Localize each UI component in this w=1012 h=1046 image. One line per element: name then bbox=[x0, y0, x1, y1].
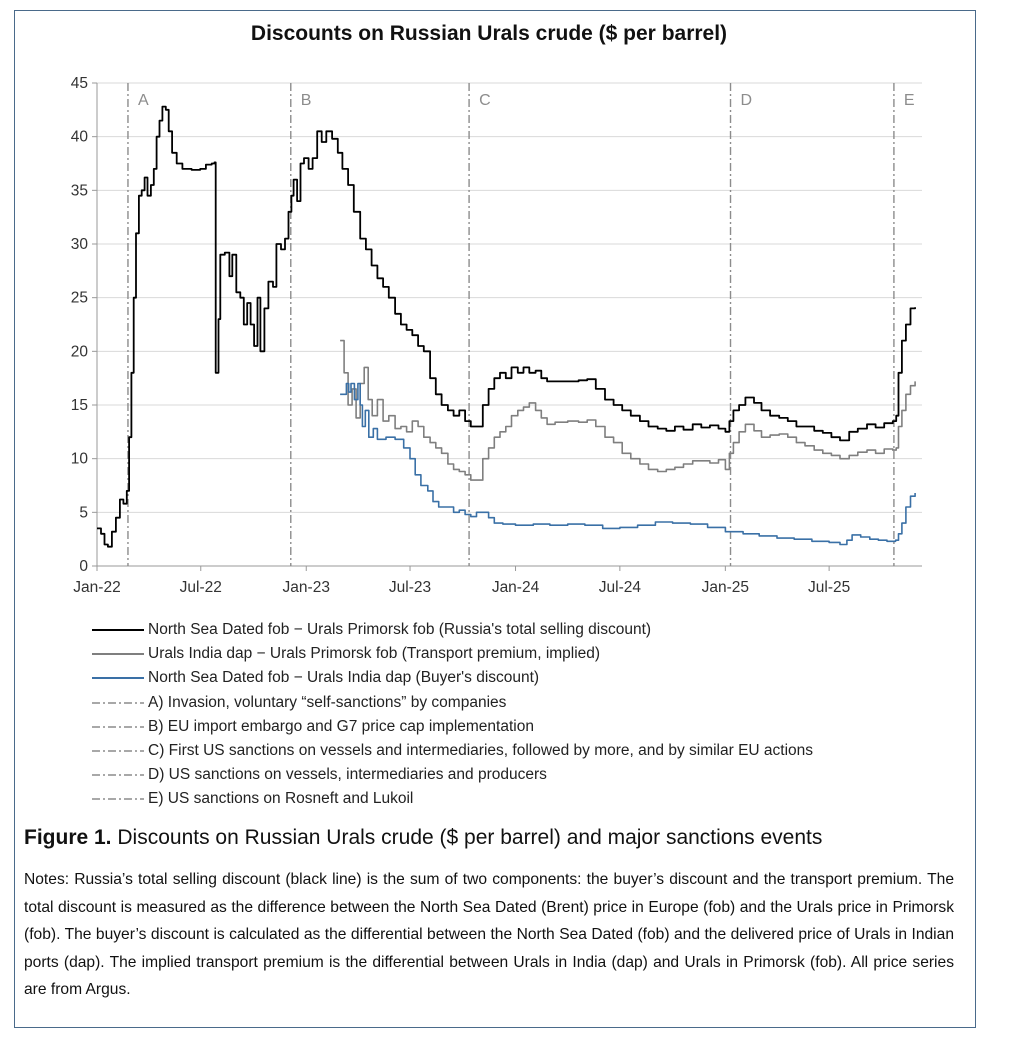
x-tick-label: Jan-24 bbox=[492, 579, 540, 596]
y-tick-label: 35 bbox=[71, 182, 88, 199]
y-tick-label: 5 bbox=[79, 504, 88, 521]
series-line-3 bbox=[340, 382, 916, 546]
legend-key bbox=[92, 653, 144, 656]
chart: 0 5 10 15 20 25 30 35 40 45 Jan-22 Jul-22 Jan-23 Jul-… bbox=[71, 75, 922, 596]
x-tick-label: Jul-25 bbox=[808, 579, 850, 596]
figure-caption: Figure 1. Discounts on Russian Urals cru… bbox=[24, 826, 822, 850]
legend-key bbox=[92, 677, 144, 680]
legend-key bbox=[92, 798, 144, 801]
legend: North Sea Dated fob − Urals Primorsk fob… bbox=[92, 618, 813, 812]
series-line-1 bbox=[97, 105, 916, 548]
event-lines: A B C D E bbox=[127, 83, 915, 566]
legend-item-event-a: A) Invasion, voluntary “self-sanctions” … bbox=[92, 691, 813, 715]
legend-label: B) EU import embargo and G7 price cap im… bbox=[148, 717, 534, 735]
x-tick-label: Jan-25 bbox=[702, 579, 749, 596]
event-label-c: C bbox=[479, 92, 491, 109]
x-tick-label: Jan-23 bbox=[283, 579, 330, 596]
gridlines bbox=[97, 82, 922, 513]
legend-key bbox=[92, 726, 144, 728]
legend-key bbox=[92, 774, 144, 776]
event-label-b: B bbox=[301, 92, 312, 109]
legend-label: D) US sanctions on vessels, intermediari… bbox=[148, 766, 547, 784]
chart-title: Discounts on Russian Urals crude ($ per … bbox=[250, 22, 728, 45]
legend-label: E) US sanctions on Rosneft and Lukoil bbox=[148, 790, 414, 808]
series-lines bbox=[97, 105, 916, 548]
legend-item-series-1: North Sea Dated fob − Urals Primorsk fob… bbox=[92, 618, 813, 642]
legend-item-event-c: C) First US sanctions on vessels and int… bbox=[92, 739, 813, 763]
y-tick-label: 15 bbox=[71, 397, 88, 414]
x-tick-label: Jul-23 bbox=[389, 579, 431, 596]
y-tick-label: 0 bbox=[79, 558, 88, 575]
y-tick-label: 40 bbox=[71, 129, 89, 146]
x-tick-label: Jan-22 bbox=[73, 579, 120, 596]
legend-key bbox=[92, 701, 144, 704]
event-label-d: D bbox=[741, 92, 753, 109]
axes: 0 5 10 15 20 25 30 35 40 45 Jan-22 Jul-22 Jan-23 Jul-… bbox=[71, 75, 922, 596]
legend-label: Urals India dap − Urals Primorsk fob (Tr… bbox=[148, 645, 601, 663]
x-tick-label: Jul-22 bbox=[180, 579, 222, 596]
legend-item-event-b: B) EU import embargo and G7 price cap im… bbox=[92, 715, 813, 739]
event-label-e: E bbox=[904, 92, 915, 109]
y-tick-label: 45 bbox=[71, 75, 88, 92]
figure-notes: Notes: Russia’s total selling discount (… bbox=[24, 871, 954, 998]
legend-label: North Sea Dated fob − Urals India dap (B… bbox=[148, 669, 540, 687]
figure-caption-text: Discounts on Russian Urals crude ($ per … bbox=[117, 826, 823, 849]
legend-item-series-2: Urals India dap − Urals Primorsk fob (Tr… bbox=[92, 642, 813, 666]
y-tick-label: 10 bbox=[71, 451, 89, 468]
legend-label: A) Invasion, voluntary “self-sanctions” … bbox=[148, 693, 507, 711]
legend-item-event-e: E) US sanctions on Rosneft and Lukoil bbox=[92, 787, 813, 811]
y-tick-label: 25 bbox=[71, 290, 88, 307]
legend-item-event-d: D) US sanctions on vessels, intermediari… bbox=[92, 763, 813, 787]
event-label-a: A bbox=[138, 92, 149, 109]
legend-key bbox=[92, 750, 144, 752]
y-tick-label: 20 bbox=[71, 343, 89, 360]
series-line-2 bbox=[340, 339, 916, 481]
legend-item-series-3: North Sea Dated fob − Urals India dap (B… bbox=[92, 666, 813, 690]
legend-label: C) First US sanctions on vessels and int… bbox=[148, 742, 814, 760]
figure-label: Figure 1. bbox=[24, 826, 112, 849]
legend-key bbox=[92, 629, 144, 632]
y-tick-label: 30 bbox=[71, 236, 89, 253]
x-tick-label: Jul-24 bbox=[599, 579, 642, 596]
legend-label: North Sea Dated fob − Urals Primorsk fob… bbox=[148, 621, 652, 639]
